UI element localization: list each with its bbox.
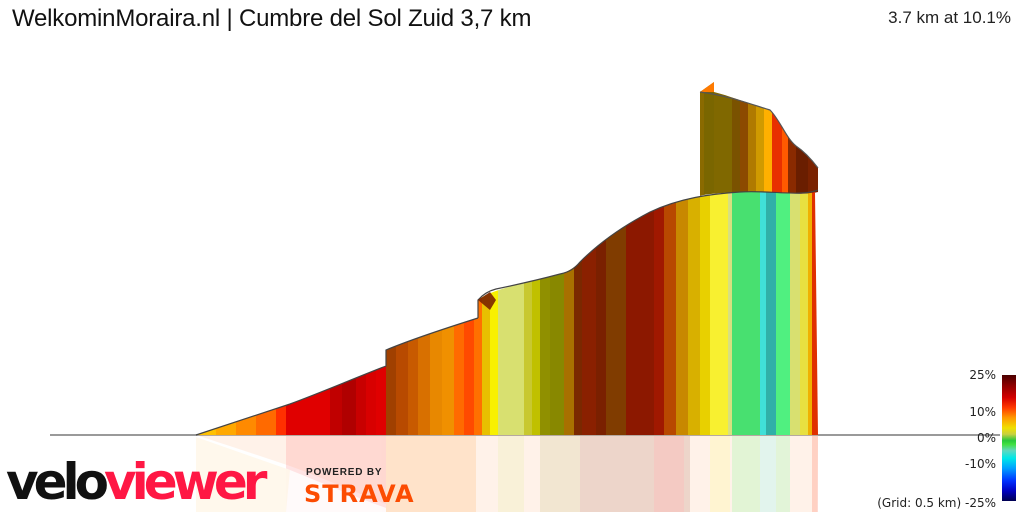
profile-outline [195, 317, 479, 436]
legend-label-max: 25% [969, 368, 996, 382]
gradient-legend-bar [1002, 375, 1016, 501]
legend-label-10: 10% [969, 405, 996, 419]
summit-loop-face [700, 82, 818, 196]
legend-label-neg10: -10% [964, 457, 996, 471]
logo-part-viewer: viewer [104, 453, 267, 511]
strava-logo: STRAVA [304, 480, 415, 508]
powered-by-label: POWERED BY [306, 467, 383, 478]
veloviewer-logo: veloviewer [6, 452, 267, 512]
main-profile-face [196, 191, 818, 435]
logo-part-velo: velo [6, 453, 109, 511]
climb-summary: 3.7 km at 10.1% [888, 8, 1011, 27]
page-title: WelkominMoraira.nl | Cumbre del Sol Zuid… [12, 5, 532, 32]
legend-label-min-grid: (Grid: 0.5 km) -25% [877, 496, 996, 510]
legend-label-0: 0% [976, 431, 996, 445]
